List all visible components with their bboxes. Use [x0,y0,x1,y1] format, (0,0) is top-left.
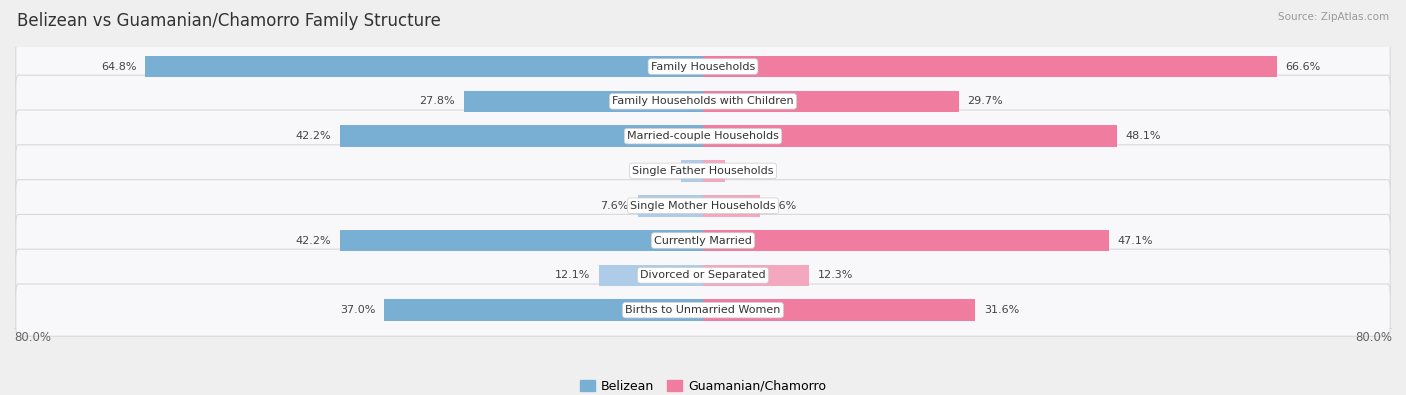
Text: 12.3%: 12.3% [817,270,853,280]
FancyBboxPatch shape [15,180,1391,232]
Text: Belizean vs Guamanian/Chamorro Family Structure: Belizean vs Guamanian/Chamorro Family St… [17,12,440,30]
Text: 6.6%: 6.6% [769,201,797,211]
Bar [340,230,703,251]
Bar [703,56,1277,77]
Bar [703,90,959,112]
Bar [464,90,703,112]
Text: 80.0%: 80.0% [1355,331,1392,344]
Text: Divorced or Separated: Divorced or Separated [640,270,766,280]
Text: 64.8%: 64.8% [101,62,136,71]
FancyBboxPatch shape [15,145,1391,197]
Bar [703,195,759,216]
FancyBboxPatch shape [15,40,1391,93]
Text: 42.2%: 42.2% [295,131,330,141]
Text: Source: ZipAtlas.com: Source: ZipAtlas.com [1278,12,1389,22]
Text: 29.7%: 29.7% [967,96,1002,106]
Text: 42.2%: 42.2% [295,235,330,246]
FancyBboxPatch shape [15,214,1391,267]
Text: 48.1%: 48.1% [1126,131,1161,141]
Text: 37.0%: 37.0% [340,305,375,315]
FancyBboxPatch shape [15,75,1391,128]
Bar [703,299,976,321]
Bar [703,125,1118,147]
Bar [340,125,703,147]
Bar [703,160,725,182]
Text: Married-couple Households: Married-couple Households [627,131,779,141]
Text: Family Households: Family Households [651,62,755,71]
Text: 7.6%: 7.6% [600,201,628,211]
Text: 31.6%: 31.6% [984,305,1019,315]
Text: Single Father Households: Single Father Households [633,166,773,176]
Bar [599,265,703,286]
Bar [681,160,703,182]
Text: 12.1%: 12.1% [555,270,591,280]
Bar [703,265,808,286]
FancyBboxPatch shape [15,110,1391,162]
Bar [384,299,703,321]
Legend: Belizean, Guamanian/Chamorro: Belizean, Guamanian/Chamorro [575,375,831,395]
Text: 2.6%: 2.6% [644,166,672,176]
Bar [145,56,703,77]
Text: 27.8%: 27.8% [419,96,456,106]
Text: Family Households with Children: Family Households with Children [612,96,794,106]
Text: Currently Married: Currently Married [654,235,752,246]
Text: 2.6%: 2.6% [734,166,762,176]
Text: Single Mother Households: Single Mother Households [630,201,776,211]
Text: 80.0%: 80.0% [14,331,51,344]
Text: 66.6%: 66.6% [1285,62,1320,71]
Text: Births to Unmarried Women: Births to Unmarried Women [626,305,780,315]
FancyBboxPatch shape [15,284,1391,336]
Bar [637,195,703,216]
Bar [703,230,1108,251]
Text: 47.1%: 47.1% [1118,235,1153,246]
FancyBboxPatch shape [15,249,1391,301]
